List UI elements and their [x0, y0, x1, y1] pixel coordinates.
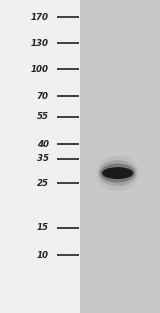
Text: 40: 40: [37, 140, 49, 149]
Text: 35: 35: [37, 154, 49, 163]
Text: 15: 15: [37, 223, 49, 232]
Text: 170: 170: [31, 13, 49, 22]
Text: 130: 130: [31, 39, 49, 48]
Bar: [0, 0, 80, 313]
Ellipse shape: [99, 160, 137, 186]
Ellipse shape: [102, 167, 133, 179]
Ellipse shape: [100, 164, 135, 182]
Text: 100: 100: [31, 65, 49, 74]
Text: 25: 25: [37, 179, 49, 187]
Text: 10: 10: [37, 251, 49, 259]
Text: 55: 55: [37, 112, 49, 121]
Text: 70: 70: [37, 92, 49, 100]
Ellipse shape: [96, 155, 139, 191]
